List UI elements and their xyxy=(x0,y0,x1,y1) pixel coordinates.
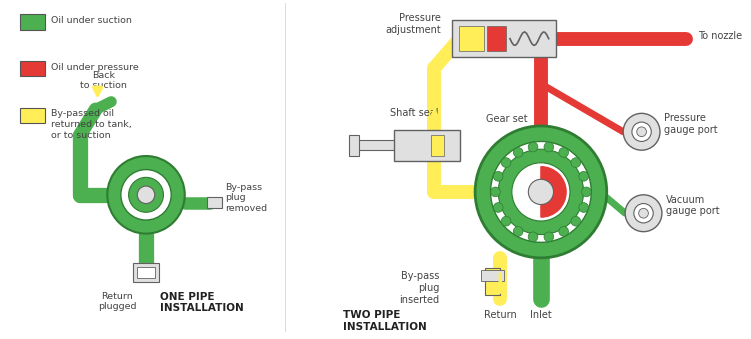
Circle shape xyxy=(529,179,553,204)
Circle shape xyxy=(512,163,570,221)
Circle shape xyxy=(493,172,503,181)
Text: Oil under suction: Oil under suction xyxy=(51,16,132,25)
Bar xyxy=(20,15,45,30)
Circle shape xyxy=(475,126,607,258)
Text: Vacuum
gauge port: Vacuum gauge port xyxy=(666,195,719,216)
Circle shape xyxy=(544,142,553,152)
Circle shape xyxy=(490,187,500,197)
Circle shape xyxy=(490,141,591,242)
Text: or to suction: or to suction xyxy=(51,131,111,140)
Circle shape xyxy=(571,158,581,167)
Text: By-pass
plug
removed: By-pass plug removed xyxy=(225,183,267,213)
Circle shape xyxy=(625,195,662,232)
Circle shape xyxy=(493,203,503,212)
Circle shape xyxy=(501,216,511,226)
Bar xyxy=(481,271,504,281)
Bar xyxy=(485,267,500,295)
Bar xyxy=(452,20,556,57)
Text: ONE PIPE
INSTALLATION: ONE PIPE INSTALLATION xyxy=(159,292,243,313)
Circle shape xyxy=(559,226,569,236)
Bar xyxy=(137,266,155,278)
Text: By-passed oil: By-passed oil xyxy=(51,109,114,118)
Bar xyxy=(20,61,45,77)
Text: Oil under pressure: Oil under pressure xyxy=(51,63,139,72)
Circle shape xyxy=(128,177,164,212)
Circle shape xyxy=(571,216,581,226)
Circle shape xyxy=(107,156,185,234)
Bar xyxy=(487,26,506,51)
Circle shape xyxy=(121,170,171,220)
Text: TWO PIPE
INSTALLATION: TWO PIPE INSTALLATION xyxy=(342,310,427,332)
Bar xyxy=(134,263,158,282)
Circle shape xyxy=(579,203,589,212)
Bar xyxy=(349,135,359,156)
Bar xyxy=(394,130,460,161)
Text: Pressure
adjustment: Pressure adjustment xyxy=(385,14,442,35)
Circle shape xyxy=(579,172,589,181)
Circle shape xyxy=(514,147,523,157)
Bar xyxy=(351,140,396,150)
Text: Pressure
gauge port: Pressure gauge port xyxy=(664,113,717,135)
Circle shape xyxy=(638,208,648,218)
Bar xyxy=(459,26,484,51)
Text: By-pass
plug
inserted: By-pass plug inserted xyxy=(400,272,439,305)
Bar xyxy=(20,107,45,123)
Text: Shaft seal: Shaft seal xyxy=(390,108,439,118)
Text: Back
to suction: Back to suction xyxy=(80,71,127,90)
Circle shape xyxy=(634,203,653,223)
Wedge shape xyxy=(541,167,566,217)
Text: Return
plugged: Return plugged xyxy=(98,292,136,311)
Circle shape xyxy=(528,142,538,152)
Circle shape xyxy=(499,149,584,235)
Bar xyxy=(430,135,444,156)
Circle shape xyxy=(581,187,591,197)
Circle shape xyxy=(544,232,553,242)
Bar xyxy=(207,197,222,208)
Circle shape xyxy=(559,147,569,157)
Text: Gear set: Gear set xyxy=(486,114,527,124)
Text: returned to tank,: returned to tank, xyxy=(51,120,132,129)
Text: Inlet: Inlet xyxy=(530,310,552,320)
Circle shape xyxy=(514,226,523,236)
Circle shape xyxy=(637,127,647,137)
Circle shape xyxy=(528,232,538,242)
Circle shape xyxy=(501,158,511,167)
Circle shape xyxy=(632,122,651,141)
Text: To nozzle: To nozzle xyxy=(698,31,742,41)
Circle shape xyxy=(137,186,155,203)
Text: Return: Return xyxy=(484,310,517,320)
Circle shape xyxy=(623,113,660,150)
